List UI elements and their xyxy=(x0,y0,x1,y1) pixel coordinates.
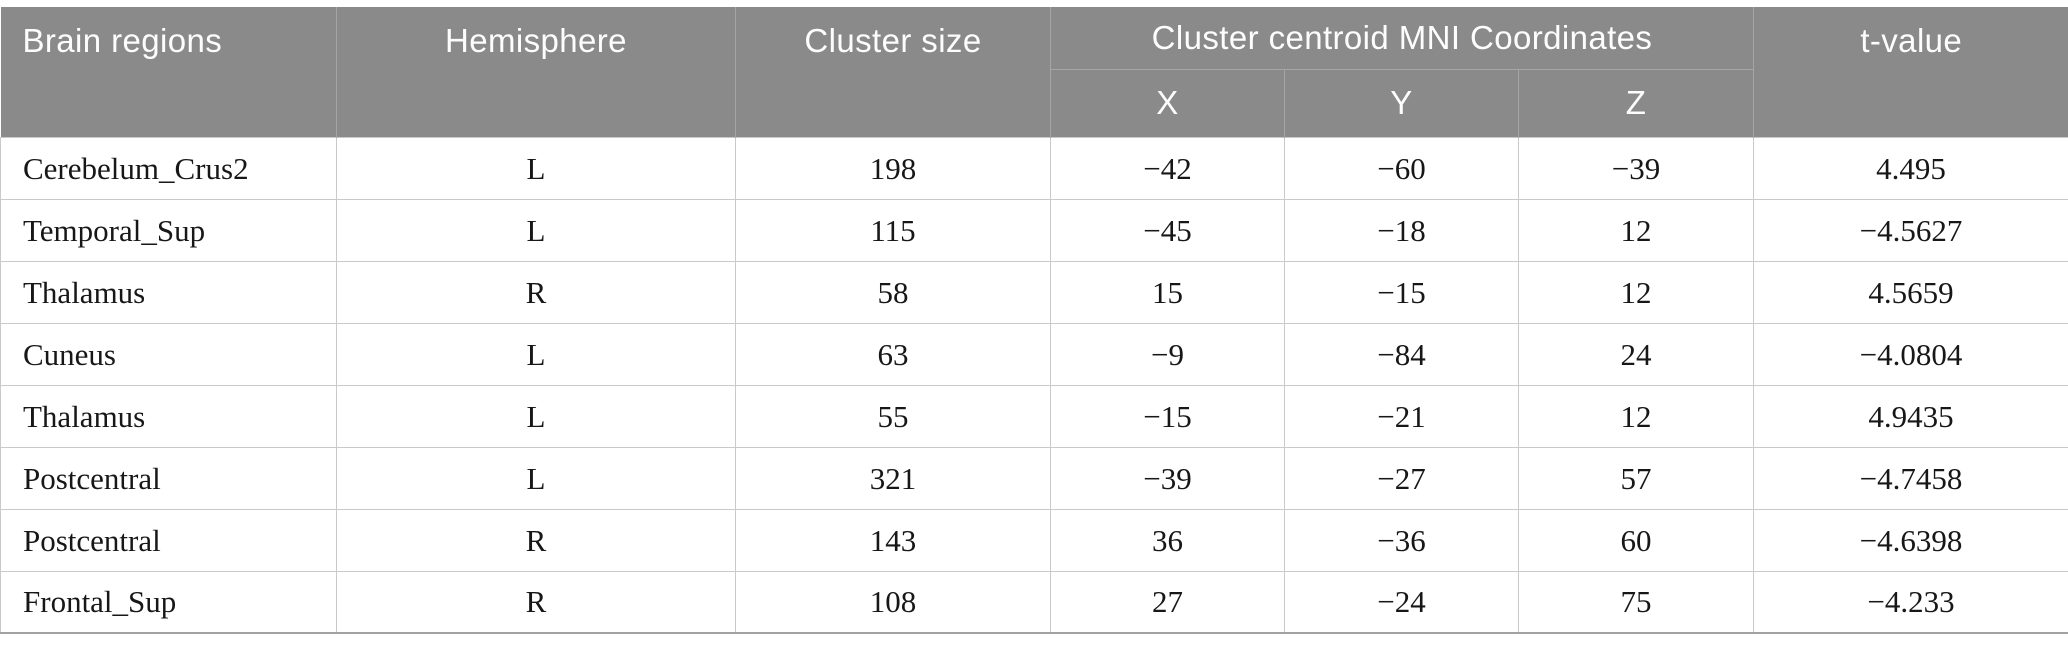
cell-mni-y: −27 xyxy=(1284,446,1519,510)
paper-table-figure: Brain regions Hemisphere Cluster size Cl… xyxy=(0,7,2068,634)
cell-mni-x: −45 xyxy=(1050,198,1285,262)
cell-mni-z: 24 xyxy=(1517,322,1755,386)
cell-hemisphere: R xyxy=(336,570,736,634)
cell-mni-z: 60 xyxy=(1517,508,1755,572)
cell-hemisphere: R xyxy=(336,260,736,324)
table-row: Temporal_Sup L 115 −45 −18 12 −4.5627 xyxy=(0,198,2068,262)
cell-brain-region: Postcentral xyxy=(0,446,337,510)
cell-mni-x: 27 xyxy=(1050,570,1285,634)
table-row: Postcentral R 143 36 −36 60 −4.6398 xyxy=(0,508,2068,572)
mni-coordinates-table: Brain regions Hemisphere Cluster size Cl… xyxy=(0,7,2068,634)
cell-hemisphere: L xyxy=(336,446,736,510)
column-header-hemisphere: Hemisphere xyxy=(336,7,736,137)
cell-t-value: 4.9435 xyxy=(1753,384,2068,448)
cell-mni-y: −18 xyxy=(1284,198,1519,262)
cell-mni-z: −39 xyxy=(1517,136,1755,200)
cell-cluster-size: 198 xyxy=(735,136,1051,200)
cell-mni-z: 12 xyxy=(1517,260,1755,324)
column-header-brain-regions: Brain regions xyxy=(0,7,337,137)
cell-mni-x: 15 xyxy=(1050,260,1285,324)
cell-cluster-size: 143 xyxy=(735,508,1051,572)
cell-brain-region: Temporal_Sup xyxy=(0,198,337,262)
table-body: Cerebelum_Crus2 L 198 −42 −60 −39 4.495 Tempora… xyxy=(0,136,2068,634)
cell-mni-x: −39 xyxy=(1050,446,1285,510)
cell-hemisphere: L xyxy=(336,384,736,448)
table-header: Brain regions Hemisphere Cluster size Cl… xyxy=(0,7,2068,137)
cell-hemisphere: R xyxy=(336,508,736,572)
cell-mni-x: −42 xyxy=(1050,136,1285,200)
table-row: Cerebelum_Crus2 L 198 −42 −60 −39 4.495 xyxy=(0,136,2068,200)
cell-t-value: 4.5659 xyxy=(1753,260,2068,324)
table-row: Postcentral L 321 −39 −27 57 −4.7458 xyxy=(0,446,2068,510)
cell-brain-region: Cuneus xyxy=(0,322,337,386)
cell-brain-region: Thalamus xyxy=(0,384,337,448)
cell-hemisphere: L xyxy=(336,136,736,200)
cell-mni-y: −24 xyxy=(1284,570,1519,634)
cell-t-value: −4.6398 xyxy=(1753,508,2068,572)
cell-t-value: −4.7458 xyxy=(1753,446,2068,510)
cell-t-value: −4.233 xyxy=(1753,570,2068,634)
column-header-mni-coordinates-group: Cluster centroid MNI Coordinates xyxy=(1050,7,1755,70)
cell-mni-x: −9 xyxy=(1050,322,1285,386)
cell-brain-region: Postcentral xyxy=(0,508,337,572)
table-row: Cuneus L 63 −9 −84 24 −4.0804 xyxy=(0,322,2068,386)
cell-mni-x: 36 xyxy=(1050,508,1285,572)
cell-brain-region: Thalamus xyxy=(0,260,337,324)
cell-mni-y: −15 xyxy=(1284,260,1519,324)
cell-cluster-size: 55 xyxy=(735,384,1051,448)
cell-hemisphere: L xyxy=(336,198,736,262)
column-header-t-value: t-value xyxy=(1753,7,2068,137)
cell-mni-z: 75 xyxy=(1517,570,1755,634)
cell-t-value: −4.0804 xyxy=(1753,322,2068,386)
cell-cluster-size: 321 xyxy=(735,446,1051,510)
column-header-mni-z: Z xyxy=(1518,69,1755,137)
cell-cluster-size: 115 xyxy=(735,198,1051,262)
cell-mni-y: −84 xyxy=(1284,322,1519,386)
table-row: Frontal_Sup R 108 27 −24 75 −4.233 xyxy=(0,570,2068,634)
cell-mni-y: −60 xyxy=(1284,136,1519,200)
column-header-mni-y: Y xyxy=(1284,69,1519,137)
cell-cluster-size: 58 xyxy=(735,260,1051,324)
cell-t-value: −4.5627 xyxy=(1753,198,2068,262)
cell-brain-region: Cerebelum_Crus2 xyxy=(0,136,337,200)
cell-mni-z: 12 xyxy=(1517,198,1755,262)
header-row-sub: X Y Z xyxy=(1,69,2068,137)
header-row-main: Brain regions Hemisphere Cluster size Cl… xyxy=(0,7,2068,137)
cell-mni-z: 57 xyxy=(1517,446,1755,510)
cell-mni-y: −21 xyxy=(1284,384,1519,448)
cell-t-value: 4.495 xyxy=(1753,136,2068,200)
table-row: Thalamus R 58 15 −15 12 4.5659 xyxy=(0,260,2068,324)
cell-mni-z: 12 xyxy=(1517,384,1755,448)
column-header-cluster-size: Cluster size xyxy=(735,7,1051,137)
cell-mni-y: −36 xyxy=(1284,508,1519,572)
cell-cluster-size: 108 xyxy=(735,570,1051,634)
cell-brain-region: Frontal_Sup xyxy=(0,570,337,634)
cell-cluster-size: 63 xyxy=(735,322,1051,386)
column-header-mni-x: X xyxy=(1050,69,1285,137)
cell-mni-x: −15 xyxy=(1050,384,1285,448)
table-row: Thalamus L 55 −15 −21 12 4.9435 xyxy=(0,384,2068,448)
cell-hemisphere: L xyxy=(336,322,736,386)
